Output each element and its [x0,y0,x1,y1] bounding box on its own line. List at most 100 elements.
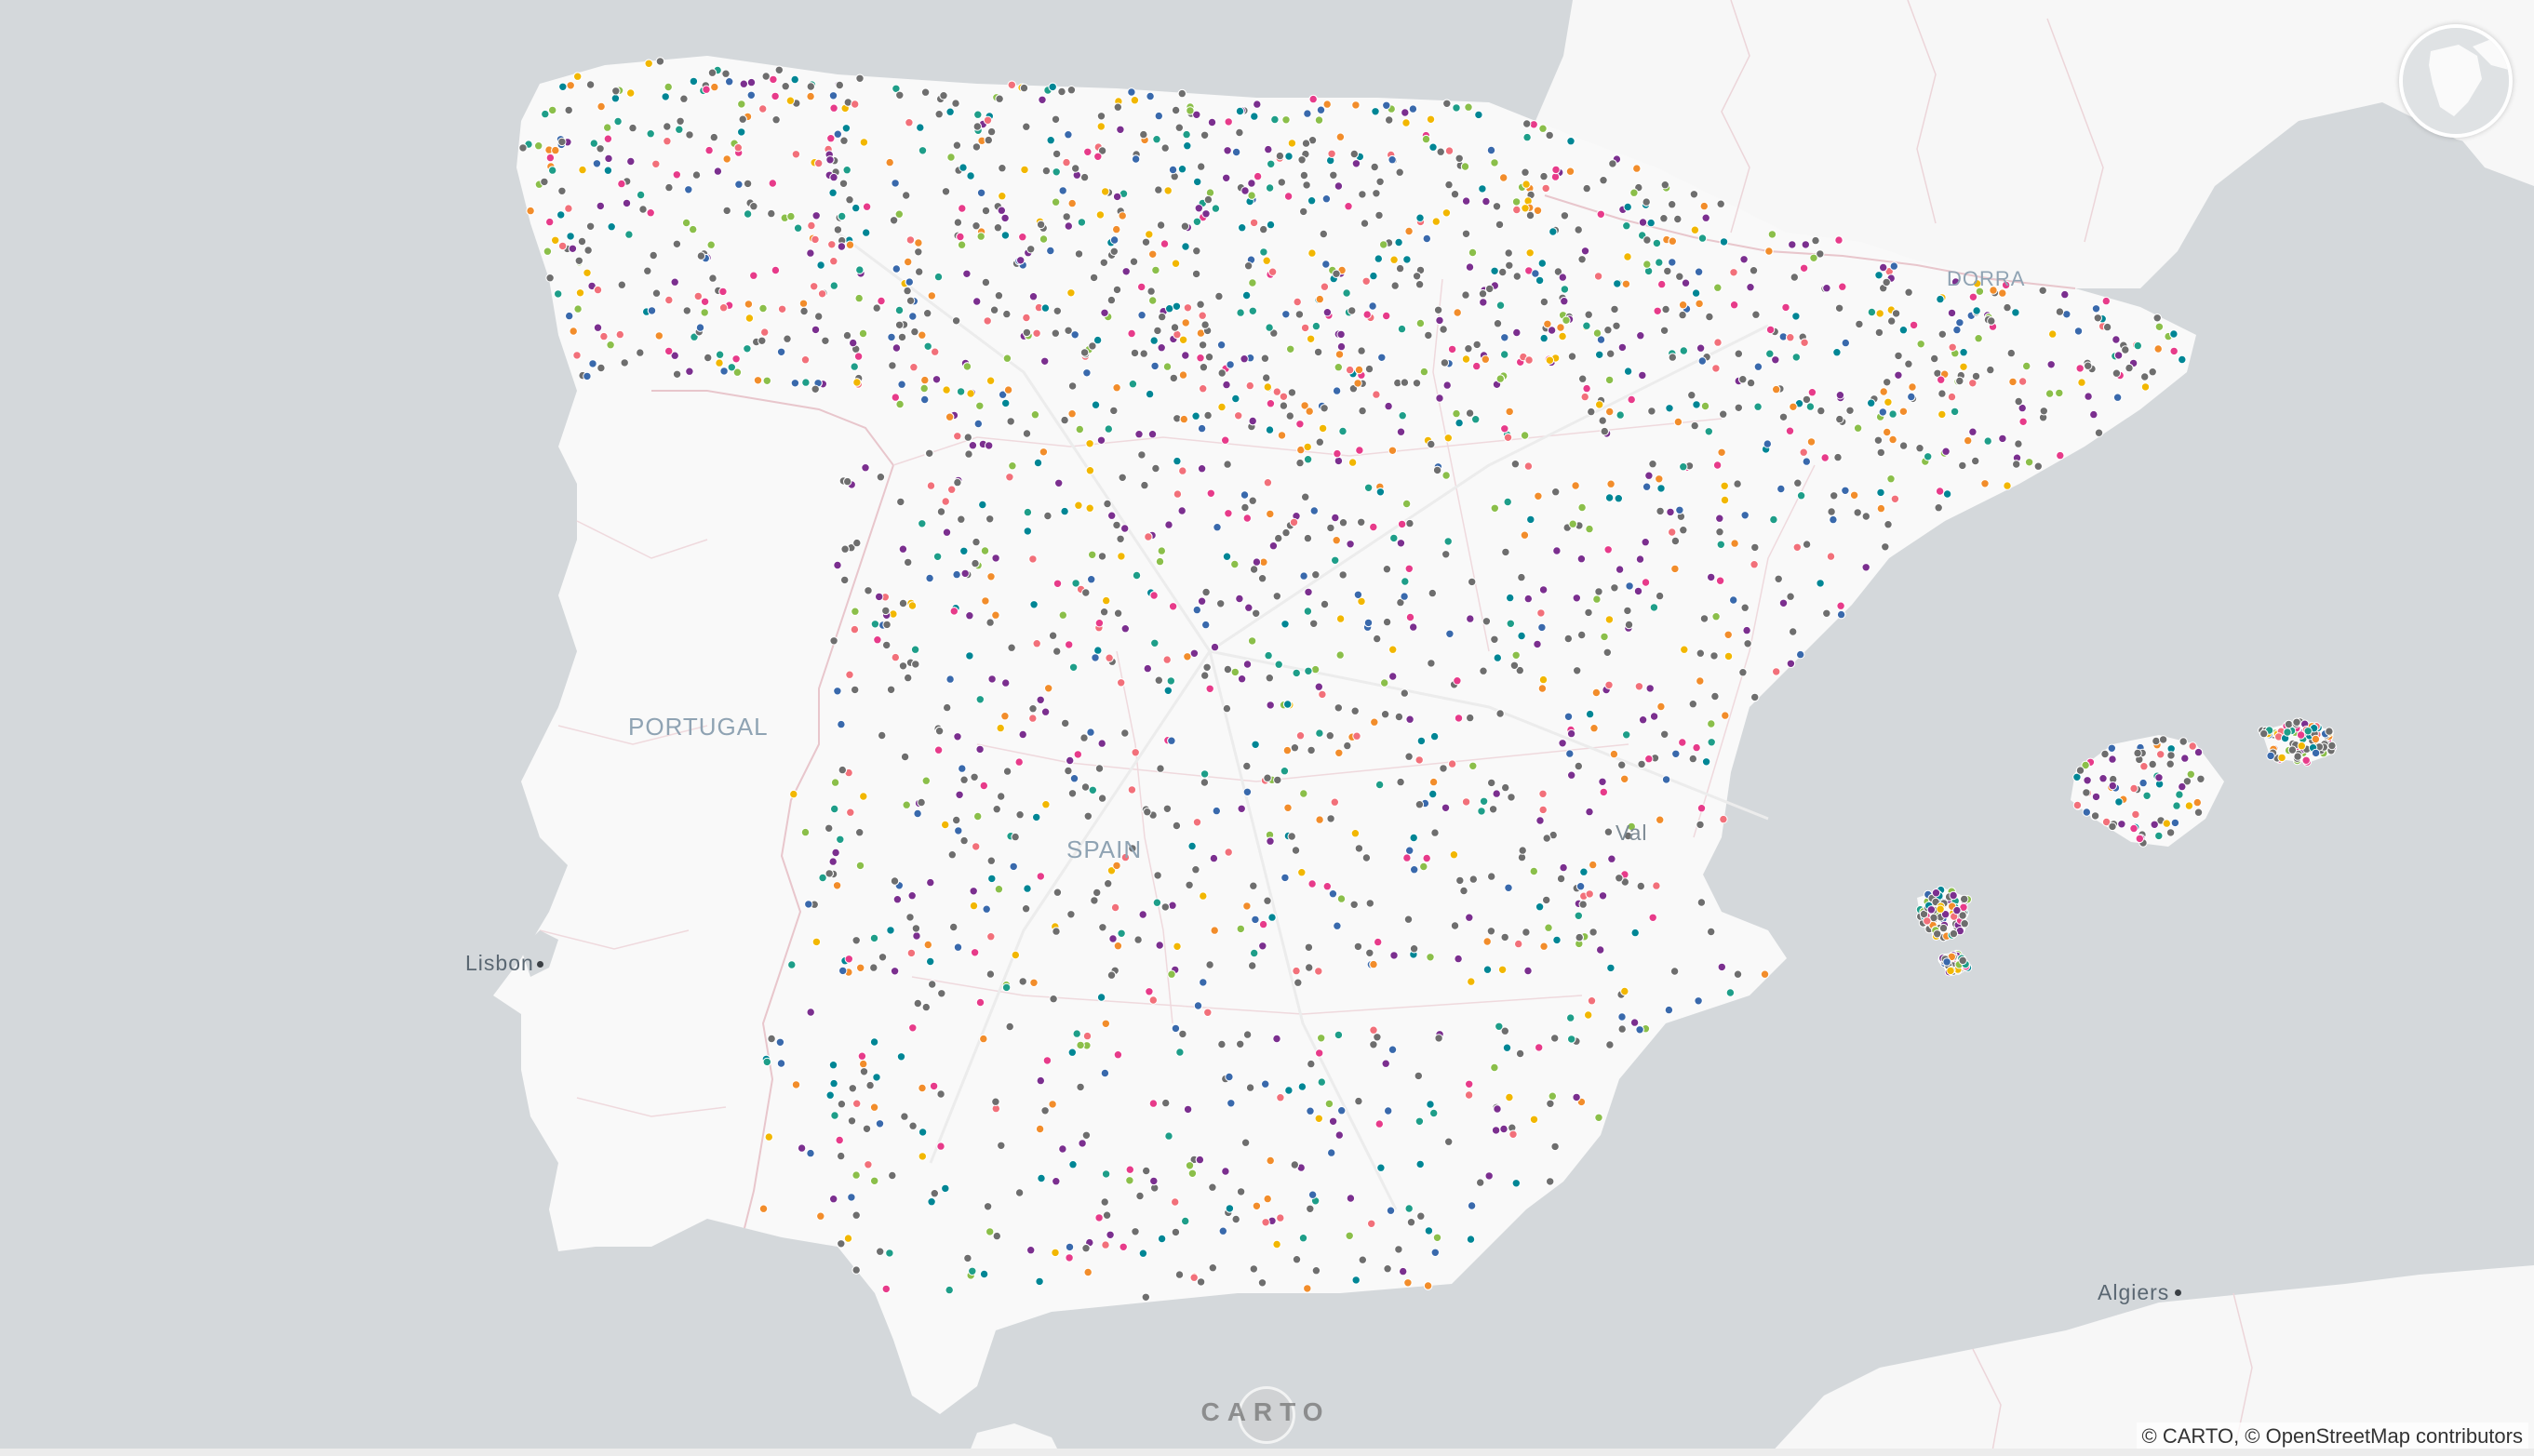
map-point[interactable] [859,792,868,801]
map-point[interactable] [1102,1210,1112,1220]
map-point[interactable] [607,222,616,232]
map-point[interactable] [1389,951,1399,960]
map-point[interactable] [1607,854,1616,863]
map-point[interactable] [1671,749,1681,758]
map-point[interactable] [1415,1159,1425,1169]
map-point[interactable] [1022,327,1032,338]
map-point[interactable] [1088,785,1098,795]
map-point[interactable] [626,88,636,98]
map-point[interactable] [1000,712,1010,721]
map-point[interactable] [833,129,842,139]
map-point[interactable] [806,1148,815,1158]
map-point[interactable] [985,969,996,979]
map-point[interactable] [1036,695,1045,704]
map-point[interactable] [548,105,557,115]
map-point[interactable] [993,223,1003,233]
map-point[interactable] [1330,797,1340,807]
map-point[interactable] [875,1119,885,1129]
map-point[interactable] [1201,620,1211,630]
map-point[interactable] [1334,1130,1345,1140]
map-point[interactable] [2154,322,2165,331]
map-point[interactable] [1495,709,1505,718]
map-point[interactable] [1306,1106,1315,1115]
map-point[interactable] [1333,448,1342,459]
map-point[interactable] [1388,446,1398,455]
map-point[interactable] [1222,703,1232,714]
map-point[interactable] [1396,427,1406,436]
map-point[interactable] [1537,622,1547,633]
map-point[interactable] [1177,506,1187,515]
map-point[interactable] [1807,388,1817,397]
map-point[interactable] [1173,489,1183,499]
map-point[interactable] [1478,184,1487,194]
map-point[interactable] [1046,246,1055,256]
map-point[interactable] [1707,927,1716,937]
map-point[interactable] [837,1151,846,1161]
map-point[interactable] [1455,418,1464,428]
map-point[interactable] [672,170,681,180]
map-point[interactable] [1544,923,1553,932]
map-point[interactable] [1179,414,1189,424]
map-point[interactable] [1947,308,1957,318]
map-point[interactable] [799,306,809,316]
map-point[interactable] [1609,749,1619,759]
map-point[interactable] [1750,692,1760,702]
map-point[interactable] [1069,774,1079,783]
map-point[interactable] [1712,461,1723,470]
map-point[interactable] [758,336,767,345]
map-point[interactable] [1272,592,1282,601]
map-point[interactable] [1691,288,1701,298]
map-point[interactable] [892,264,901,274]
map-point[interactable] [1635,554,1645,564]
map-point[interactable] [1052,167,1061,177]
map-point[interactable] [1018,729,1027,740]
map-point[interactable] [577,236,587,247]
map-point[interactable] [1424,330,1433,341]
map-point[interactable] [844,955,853,964]
map-point[interactable] [1383,1264,1392,1274]
map-point[interactable] [892,343,902,353]
map-point[interactable] [1197,423,1207,434]
map-point[interactable] [821,336,830,345]
map-point[interactable] [785,96,796,105]
map-point[interactable] [1838,282,1847,291]
map-point[interactable] [1577,502,1587,513]
map-point[interactable] [891,179,900,188]
map-point[interactable] [1156,220,1166,230]
map-point[interactable] [1729,595,1738,605]
map-point[interactable] [954,826,963,835]
map-point[interactable] [1072,1029,1081,1038]
map-point[interactable] [615,329,624,340]
map-point[interactable] [1295,420,1305,429]
map-point[interactable] [554,289,563,299]
map-point[interactable] [1058,610,1068,620]
map-point[interactable] [1750,542,1760,553]
map-point[interactable] [957,240,967,249]
map-point[interactable] [737,100,746,109]
map-point[interactable] [1709,651,1719,661]
map-point[interactable] [1461,196,1471,206]
map-point[interactable] [1265,425,1275,434]
map-point[interactable] [1068,662,1079,672]
map-point[interactable] [1638,370,1647,381]
map-point[interactable] [2084,361,2093,370]
map-point[interactable] [1265,183,1275,193]
map-point[interactable] [1495,220,1505,230]
map-point[interactable] [953,218,963,227]
map-point[interactable] [1572,594,1582,603]
map-point[interactable] [2056,450,2065,461]
map-point[interactable] [948,922,959,932]
map-point[interactable] [1040,356,1050,366]
map-point[interactable] [1509,661,1520,670]
map-point[interactable] [928,980,937,989]
map-point[interactable] [1664,1005,1674,1015]
map-point[interactable] [1175,1048,1185,1057]
map-point[interactable] [1071,164,1080,173]
map-point[interactable] [917,797,926,808]
map-point[interactable] [1171,259,1181,268]
map-point[interactable] [1888,434,1897,445]
map-point[interactable] [1002,309,1012,319]
map-point[interactable] [1177,165,1187,174]
map-point[interactable] [905,296,916,305]
map-point[interactable] [1231,1214,1240,1224]
